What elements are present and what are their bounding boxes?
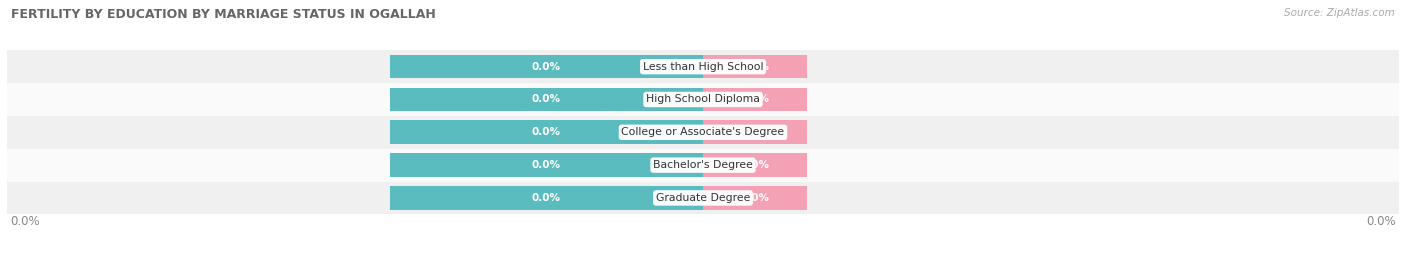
Bar [389,88,703,111]
Bar [7,181,1399,214]
Bar [703,120,807,144]
Text: FERTILITY BY EDUCATION BY MARRIAGE STATUS IN OGALLAH: FERTILITY BY EDUCATION BY MARRIAGE STATU… [11,8,436,21]
Text: 0.0%: 0.0% [10,215,41,228]
Bar [389,55,703,79]
Text: Less than High School: Less than High School [643,62,763,72]
Text: Graduate Degree: Graduate Degree [655,193,751,203]
Bar [703,153,807,177]
Text: 0.0%: 0.0% [741,160,769,170]
Text: 0.0%: 0.0% [741,127,769,137]
Text: 0.0%: 0.0% [531,94,561,104]
Bar [389,186,703,210]
Text: High School Diploma: High School Diploma [647,94,759,104]
Text: 0.0%: 0.0% [531,160,561,170]
Bar [7,50,1399,83]
Text: 0.0%: 0.0% [741,193,769,203]
Text: 0.0%: 0.0% [531,62,561,72]
Bar [703,55,807,79]
Text: 0.0%: 0.0% [531,193,561,203]
Bar [7,83,1399,116]
Text: 0.0%: 0.0% [531,127,561,137]
Text: 0.0%: 0.0% [1365,215,1396,228]
Text: 0.0%: 0.0% [741,94,769,104]
Text: 0.0%: 0.0% [741,62,769,72]
Bar [389,120,703,144]
Bar [389,153,703,177]
Bar [703,88,807,111]
Text: Source: ZipAtlas.com: Source: ZipAtlas.com [1284,8,1395,18]
Text: Bachelor's Degree: Bachelor's Degree [652,160,754,170]
Bar [703,186,807,210]
Bar [7,149,1399,181]
Bar [7,116,1399,149]
Text: College or Associate's Degree: College or Associate's Degree [621,127,785,137]
